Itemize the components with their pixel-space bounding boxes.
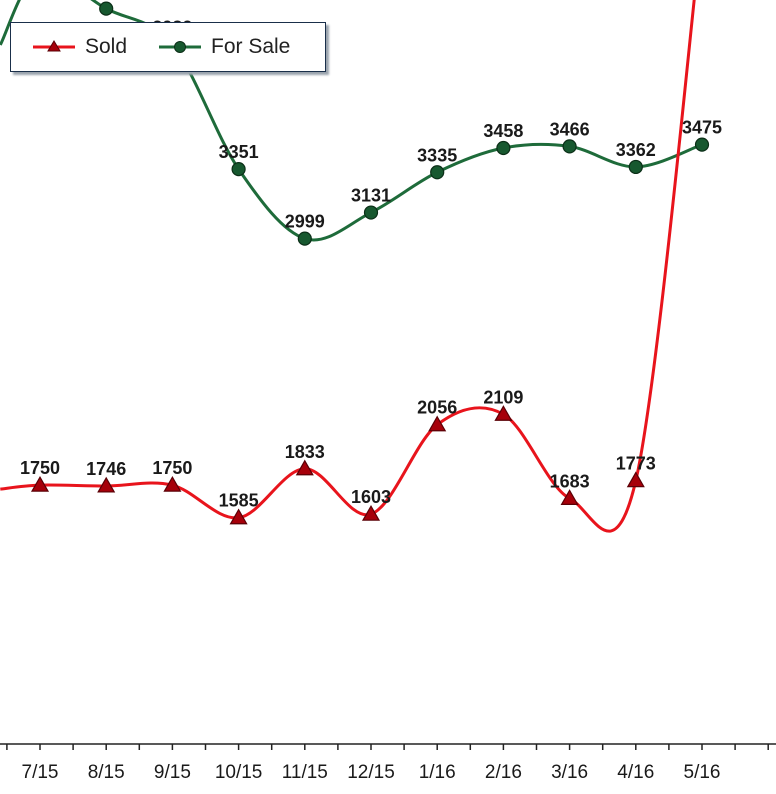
sold-value-label: 1746 [86,459,126,479]
x-tick-label: 5/16 [684,762,721,783]
sold-value-label: 2056 [417,398,457,418]
x-axis: 7/15 8/15 9/15 10/15 11/15 12/15 1/16 2/16 3/16 4… [0,743,776,783]
series-layer [0,0,710,533]
sold-point [97,476,116,493]
sold-value-label: 1603 [351,487,391,507]
for-sale-value-label: 3351 [219,142,259,162]
sold-point [229,508,248,525]
data-labels: 4342416439823351299931313335345834663362… [20,0,722,511]
for-sale-point [231,162,246,177]
sold-value-label: 1585 [219,491,259,511]
sold-point [30,475,50,492]
for-sale-value-label: 3362 [616,140,656,160]
sold-value-label: 1683 [550,471,590,491]
sold-value-label: 1750 [152,458,192,478]
x-tick-label: 12/15 [347,762,395,783]
sold-point [626,471,645,488]
for-sale-point [297,231,312,246]
sold-value-label: 2109 [483,387,523,407]
sold-point [163,475,182,492]
x-tick-label: 7/15 [22,762,59,783]
sold-point [560,489,579,505]
sold-point [494,405,513,421]
for-sale-value-label: 3458 [483,121,523,141]
sold-value-label: 1833 [285,442,325,462]
for-sale-point [694,137,710,152]
x-tick-label: 2/16 [485,762,522,783]
sold-value-label: 1750 [20,458,60,478]
x-tick-label: 9/15 [154,762,191,783]
sold-legend-swatch [33,40,75,52]
legend-item-sold: Sold [31,34,127,60]
for-sale-point [562,139,577,154]
for-sale-point [363,205,379,220]
x-tick-label: 11/15 [282,762,328,783]
for-sale-point [496,140,511,156]
sold-point [428,415,447,432]
sold-line [0,0,696,533]
for-sale-point [430,165,445,180]
for-sale-point [99,1,114,16]
for-sale-value-label: 2999 [285,212,325,232]
legend: Sold For Sale [10,22,326,72]
sold-point [361,504,381,521]
sold-value-label: 1773 [616,454,656,474]
for-sale-value-label: 3466 [550,119,590,139]
for-sale-value-label: 3475 [682,118,722,138]
for-sale-legend-swatch [159,41,201,53]
for-sale-point [628,159,643,175]
for-sale-value-label: 3131 [351,186,391,206]
for-sale-value-label: 4164 [86,0,126,2]
sold-point [295,459,314,476]
x-tick-label: 4/16 [617,762,654,783]
x-tick-label: 10/15 [215,762,263,783]
x-tick-label: 3/16 [551,762,588,783]
x-tick-label: 1/16 [419,762,456,783]
for-sale-value-label: 3335 [417,145,457,165]
legend-label-for-sale: For Sale [211,35,291,58]
legend-item-for-sale: For Sale [157,34,290,60]
legend-label-sold: Sold [85,35,128,58]
x-tick-label: 8/15 [88,762,125,783]
